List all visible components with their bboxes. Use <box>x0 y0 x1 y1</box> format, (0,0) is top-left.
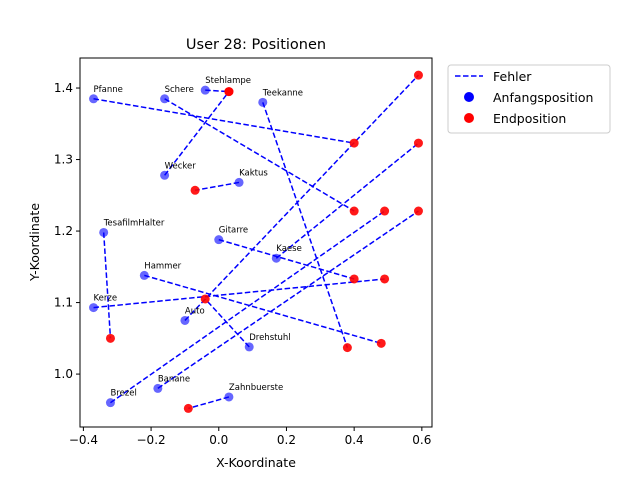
object-label: Kaktus <box>239 168 268 178</box>
end-point <box>200 294 210 304</box>
end-point <box>380 274 390 284</box>
legend-entry-anfangsposition: Anfangsposition <box>493 90 593 105</box>
object-label: Kerze <box>94 294 118 304</box>
error-line <box>164 98 355 212</box>
x-axis-ticks: −0.4 −0.2 0.0 0.2 0.4 0.6 <box>69 427 431 447</box>
object-label: Kaese <box>276 244 302 254</box>
error-line <box>262 102 349 348</box>
x-tick-label: −0.2 <box>137 433 166 447</box>
start-point <box>244 342 254 352</box>
start-point <box>139 270 149 280</box>
data-points <box>89 70 423 413</box>
y-tick-label: 1.2 <box>54 224 73 238</box>
start-point <box>234 177 244 187</box>
legend-entry-endposition: Endposition <box>493 111 566 126</box>
object-label: Teekanne <box>262 88 303 98</box>
end-point <box>342 343 352 353</box>
error-line <box>93 98 355 144</box>
chart-title: User 28: Positionen <box>186 37 326 53</box>
error-line <box>218 238 355 280</box>
error-line <box>157 210 419 390</box>
x-tick-label: 0.0 <box>209 433 228 447</box>
error-line <box>275 142 419 259</box>
error-line <box>164 91 230 176</box>
y-axis-ticks: 1.0 1.1 1.2 1.3 1.4 <box>54 81 80 381</box>
object-labels: Pfanne Schere Stehlampe Teekanne Wecker Kaktu… <box>94 76 303 399</box>
error-lines <box>93 74 420 410</box>
start-point <box>200 85 210 95</box>
error-line <box>184 74 420 321</box>
x-tick-label: 0.6 <box>412 433 431 447</box>
object-label: Hammer <box>144 261 181 271</box>
end-point <box>224 87 234 97</box>
legend-start-marker-icon <box>464 92 474 102</box>
start-point <box>153 383 163 393</box>
end-point <box>376 338 386 348</box>
start-point <box>160 94 170 104</box>
end-point <box>380 206 390 216</box>
plot-frame <box>79 57 433 428</box>
legend: Fehler Anfangsposition Endposition <box>447 64 611 134</box>
error-line <box>93 278 385 309</box>
y-tick-label: 1.0 <box>54 367 73 381</box>
start-point <box>258 97 268 107</box>
end-point <box>413 70 423 80</box>
x-tick-label: 0.4 <box>345 433 364 447</box>
end-point <box>413 138 423 148</box>
start-point <box>89 303 99 313</box>
start-point <box>180 315 190 325</box>
end-point <box>190 185 200 195</box>
start-point <box>89 94 99 104</box>
error-line <box>102 232 112 339</box>
end-point <box>183 403 193 413</box>
start-point <box>105 398 115 408</box>
x-axis-label: X-Koordinate <box>216 455 296 470</box>
object-label: Drehstuhl <box>249 333 290 343</box>
start-point <box>224 392 234 402</box>
start-point <box>160 170 170 180</box>
object-label: Brezel <box>110 389 136 399</box>
end-point <box>349 206 359 216</box>
end-point <box>413 206 423 216</box>
end-point <box>105 333 115 343</box>
object-label: Auto <box>185 306 205 316</box>
y-tick-label: 1.4 <box>54 81 73 95</box>
error-line <box>110 210 386 404</box>
start-point <box>99 227 109 237</box>
object-label: Gitarre <box>219 226 248 236</box>
legend-entry-fehler: Fehler <box>493 69 532 84</box>
y-axis-label: Y-Koordinate <box>27 203 42 282</box>
error-line <box>144 274 382 345</box>
x-tick-label: 0.2 <box>277 433 296 447</box>
start-point <box>214 235 224 245</box>
legend-frame <box>447 64 611 134</box>
error-line <box>194 181 240 192</box>
object-label: Stehlampe <box>205 76 251 86</box>
error-line <box>204 298 250 348</box>
object-label: Pfanne <box>94 85 123 95</box>
y-tick-label: 1.1 <box>54 296 73 310</box>
y-tick-label: 1.3 <box>54 153 73 167</box>
object-label: Schere <box>165 85 194 95</box>
object-label: Zahnbuerste <box>229 383 283 393</box>
end-point <box>349 274 359 284</box>
error-line <box>188 396 230 410</box>
object-label: TesafilmHalter <box>103 218 165 228</box>
x-tick-label: −0.4 <box>69 433 98 447</box>
object-label: Wecker <box>165 161 197 171</box>
start-point <box>271 253 281 263</box>
object-label: Banane <box>158 374 190 384</box>
legend-end-marker-icon <box>464 113 474 123</box>
end-point <box>349 138 359 148</box>
